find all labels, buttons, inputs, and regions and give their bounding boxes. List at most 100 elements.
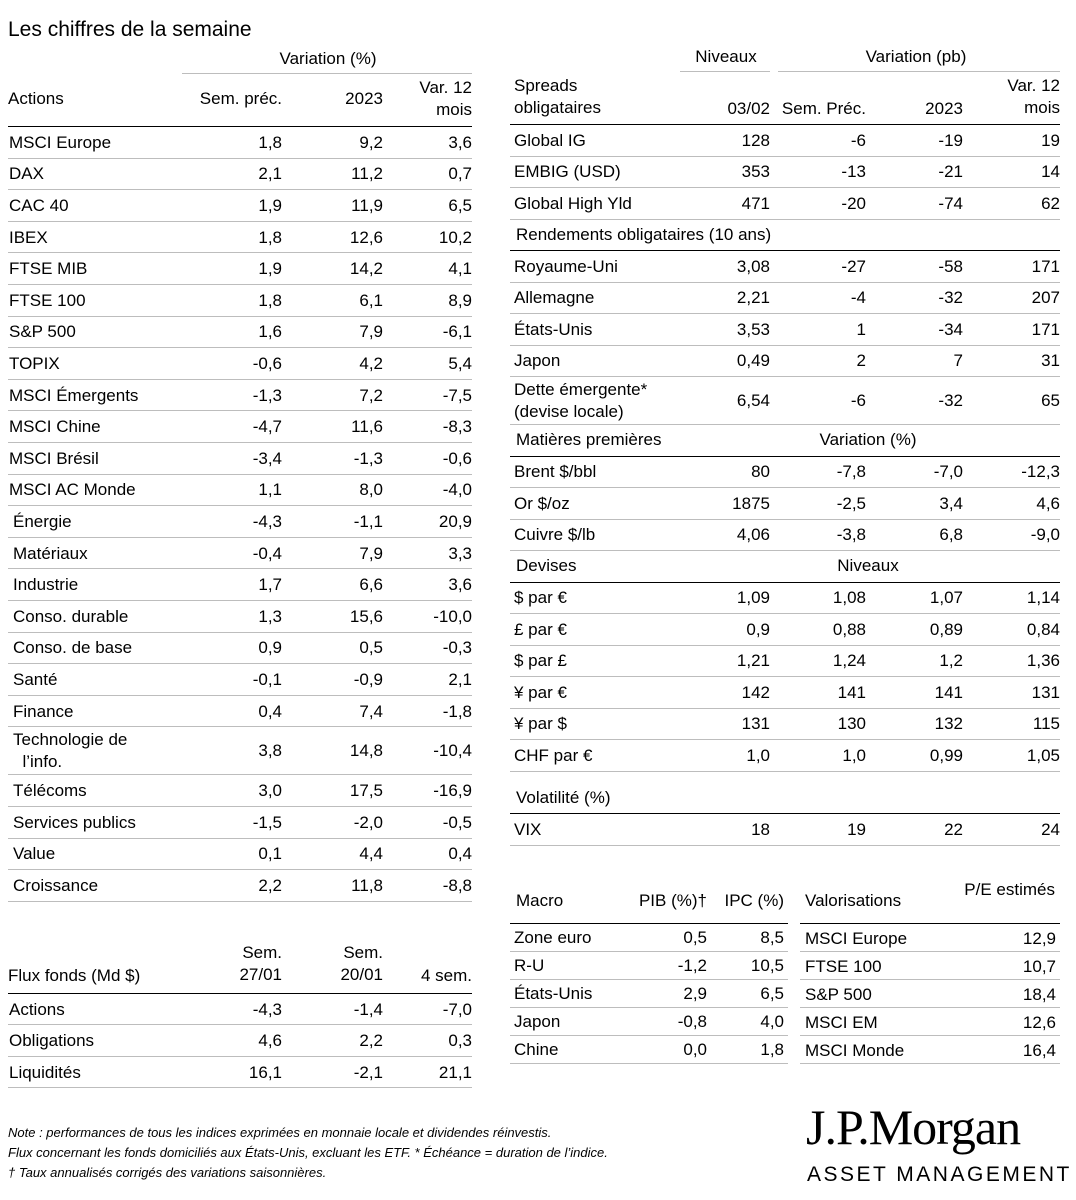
actions-row-label: MSCI Émergents <box>9 385 139 405</box>
actions-row-divider <box>8 284 472 285</box>
flux-row-divider <box>8 1055 472 1057</box>
actions-row-divider <box>8 410 472 412</box>
volatilite-section-label: Volatilité (%) <box>516 787 611 807</box>
devises-cell: 1,36 <box>1026 651 1060 671</box>
actions-row-label: IBEX <box>9 227 48 247</box>
valorisations-row-divider <box>800 1007 1060 1008</box>
rendements-cell: 65 <box>1041 391 1060 410</box>
actions-cell: 1,8 <box>258 290 282 310</box>
spreads-cell: -6 <box>850 130 866 150</box>
actions-cell: -0,9 <box>353 670 383 689</box>
actions-row-divider <box>8 806 472 807</box>
rendements-cell: 3,08 <box>736 256 770 276</box>
macro-col-ipc: IPC (%) <box>724 891 785 910</box>
actions-row-divider <box>8 694 472 696</box>
actions-cell: 4,2 <box>359 354 383 373</box>
rendements-cell: 3,53 <box>736 319 770 339</box>
rendements-row-divider <box>510 424 1060 425</box>
macro-row-divider <box>510 1035 788 1036</box>
actions-cell: 11,6 <box>351 417 383 437</box>
niveaux-group-underline <box>680 71 770 72</box>
spreads-cell: -13 <box>841 162 866 182</box>
macro-cell: 0,5 <box>683 928 707 947</box>
variation-group-underline <box>778 71 1060 72</box>
matieres-cell: -7,8 <box>836 462 866 482</box>
valorisations-cell: 18,4 <box>1022 985 1056 1004</box>
flux-row-label: Liquidités <box>9 1062 81 1082</box>
actions-cell: 7,9 <box>359 322 383 342</box>
actions-cell: 1,8 <box>258 227 282 247</box>
matieres-cell: 6,8 <box>939 525 963 545</box>
actions-row-divider <box>8 347 472 349</box>
actions-group-header: Variation (%) <box>279 49 377 68</box>
devises-row-label: CHF par € <box>514 745 593 765</box>
rendements-cell: 6,54 <box>736 391 770 410</box>
actions-cell: 0,9 <box>258 638 282 658</box>
macro-row-label: Chine <box>514 1040 559 1059</box>
devises-row-label: ¥ par € <box>514 682 567 702</box>
actions-row-label: TOPIX <box>9 354 60 373</box>
spreads-cell: 14 <box>1041 162 1060 182</box>
rendements-section-label: Rendements obligataires (10 ans) <box>516 224 772 244</box>
macro-row-label: R-U <box>514 956 545 975</box>
rendements-rule <box>510 250 1060 251</box>
spreads-row-divider <box>510 155 1060 157</box>
actions-row-divider <box>8 774 472 776</box>
actions-row-label: MSCI Europe <box>9 132 112 152</box>
actions-cell: -8,8 <box>442 876 472 895</box>
matieres-cell: -7,0 <box>933 462 963 482</box>
macro-cell: 6,5 <box>760 984 784 1003</box>
actions-row-label: Télécoms <box>13 781 87 801</box>
actions-row-divider <box>8 157 472 159</box>
macro-cell: 1,8 <box>760 1040 784 1059</box>
rendements-cell: -4 <box>850 288 866 308</box>
devises-cell: 1,2 <box>939 651 963 671</box>
rendements-cell: 2,21 <box>736 288 770 308</box>
volatilite-cell: 19 <box>847 819 866 839</box>
flux-row-label: Actions <box>9 1000 65 1019</box>
devises-cell: 0,84 <box>1026 619 1060 639</box>
devises-cell: 1,0 <box>842 745 866 765</box>
actions-row-divider <box>8 505 472 507</box>
actions-cell: 4,1 <box>448 259 472 279</box>
actions-cell: 9,2 <box>359 132 383 152</box>
devises-cell: 141 <box>837 682 866 702</box>
valorisations-col-pe: P/E estimés <box>964 880 1055 899</box>
actions-cell: -7,5 <box>442 385 472 405</box>
devises-cell: 0,89 <box>929 619 963 639</box>
macro-cell: -1,2 <box>677 956 707 975</box>
actions-row-divider <box>8 837 472 839</box>
valorisations-header-rule <box>800 923 1060 924</box>
devises-cell: 1,08 <box>832 588 866 608</box>
volatilite-cell: 24 <box>1041 819 1060 839</box>
rendements-cell: -32 <box>938 391 963 410</box>
matieres-row-label: Cuivre $/lb <box>514 525 596 545</box>
actions-row-divider <box>8 600 472 601</box>
devises-cell: 142 <box>741 682 770 702</box>
actions-row-divider <box>8 252 472 254</box>
actions-row-divider <box>8 726 472 728</box>
devises-section-label: Devises <box>516 556 577 575</box>
devises-cell: 131 <box>1031 682 1060 702</box>
actions-cell: 1,6 <box>258 322 282 342</box>
matieres-row-divider <box>510 487 1060 488</box>
matieres-cell: -12,3 <box>1021 462 1060 482</box>
rendements-row-divider <box>510 376 1060 377</box>
flux-cell: 4,6 <box>258 1031 282 1051</box>
valorisations-cell: 10,7 <box>1022 957 1056 976</box>
actions-cell: 0,5 <box>359 638 383 658</box>
actions-cell: 5,4 <box>448 354 472 373</box>
valorisations-cell: 12,9 <box>1022 929 1056 948</box>
actions-cell: 0,7 <box>448 164 472 184</box>
actions-row-label: Conso. durable <box>13 606 129 626</box>
actions-row-divider <box>8 442 472 443</box>
volatilite-cell: 18 <box>751 819 770 839</box>
actions-cell: 1,7 <box>258 575 282 595</box>
actions-row-label: Industrie <box>13 575 79 595</box>
rendements-cell: 207 <box>1031 288 1060 308</box>
spreads-cell: -20 <box>841 193 866 213</box>
macro-col-label: Macro <box>516 891 564 910</box>
matieres-cell: -9,0 <box>1030 525 1060 545</box>
actions-row-divider <box>8 631 472 633</box>
actions-cell: -1,3 <box>252 385 282 405</box>
